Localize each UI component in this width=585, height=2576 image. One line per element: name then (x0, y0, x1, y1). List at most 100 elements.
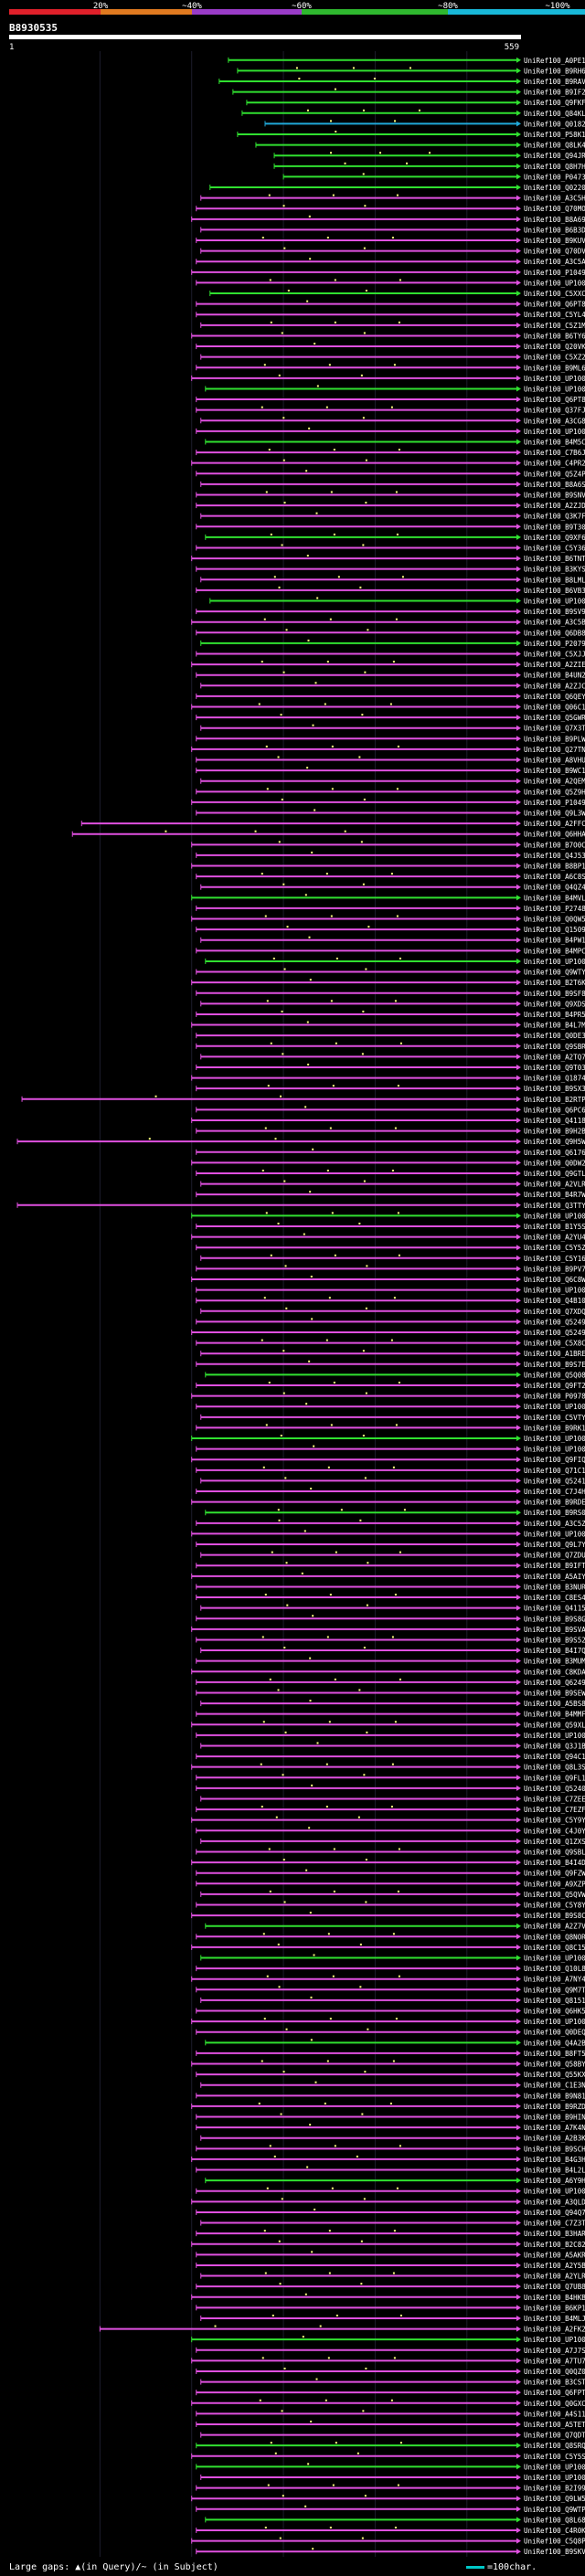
hit-label[interactable]: UniRef100_Q59XL0 (524, 1721, 585, 1729)
hit-label[interactable]: UniRef100_B4PR58 (524, 1011, 585, 1019)
hit-label[interactable]: UniRef100_UP1000 (524, 2018, 585, 2026)
hit-label[interactable]: UniRef100_B8BP19 (524, 863, 585, 871)
hit-label[interactable]: UniRef100_Q0DW2 (524, 1159, 585, 1167)
hit-label[interactable]: UniRef100_Q02206 (524, 184, 585, 192)
hit-label[interactable]: UniRef100_UP1000 (524, 597, 585, 605)
hit-label[interactable]: UniRef100_A2ZIE5 (524, 661, 585, 669)
hit-label[interactable]: UniRef100_Q41187 (524, 1117, 585, 1125)
hit-label[interactable]: UniRef100_A7J7S0 (524, 2347, 585, 2355)
hit-label[interactable]: UniRef100_B7O0C3 (524, 841, 585, 849)
hit-label[interactable]: UniRef100_Q52403 (524, 1785, 585, 1793)
hit-label[interactable]: UniRef100_C5Y161 (524, 1255, 585, 1263)
hit-label[interactable]: UniRef100_C7B6J9 (524, 449, 585, 457)
hit-label[interactable]: UniRef100_Q18740 (524, 1075, 585, 1083)
hit-label[interactable]: UniRef100_Q9FL12 (524, 1774, 585, 1782)
hit-label[interactable]: UniRef100_Q58BYL (524, 2061, 585, 2069)
hit-label[interactable]: UniRef100_A7NY49 (524, 1976, 585, 1984)
hit-label[interactable]: UniRef100_Q4A2B5 (524, 2039, 585, 2047)
hit-label[interactable]: UniRef100_UP1000 (524, 1435, 585, 1443)
hit-label[interactable]: UniRef100_A3CG83 (524, 417, 585, 425)
hit-label[interactable]: UniRef100_Q6HK59 (524, 2008, 585, 2016)
hit-label[interactable]: UniRef100_Q0QZ04 (524, 2368, 585, 2376)
hit-label[interactable]: UniRef100_Q7QDT5 (524, 2432, 585, 2440)
hit-label[interactable]: UniRef100_C7J4H7 (524, 1488, 585, 1496)
hit-label[interactable]: UniRef100_B4MLJ9 (524, 2315, 585, 2323)
hit-label[interactable]: UniRef100_B9IFT3 (524, 1562, 585, 1570)
hit-label[interactable]: UniRef100_B9S7E6 (524, 1361, 585, 1369)
hit-label[interactable]: UniRef100_A2ZJC9 (524, 682, 585, 690)
hit-label[interactable]: UniRef100_Q9WTP3 (524, 2506, 585, 2514)
hit-label[interactable]: UniRef100_B9S8C2 (524, 1912, 585, 1920)
hit-label[interactable]: UniRef100_B4G3H6 (524, 2156, 585, 2164)
hit-label[interactable]: UniRef100_Q6PC6 (524, 1106, 585, 1114)
hit-label[interactable]: UniRef100_B9SX32 (524, 1085, 585, 1093)
hit-label[interactable]: UniRef100_A0PE18 (524, 57, 585, 65)
hit-label[interactable]: UniRef100_Q8L3S9 (524, 1764, 585, 1772)
hit-label[interactable]: UniRef100_Q0GXC5 (524, 2400, 585, 2408)
hit-label[interactable]: UniRef100_Q9FKF5 (524, 99, 585, 107)
hit-label[interactable]: UniRef100_Q70DV2 (524, 248, 585, 256)
hit-label[interactable]: UniRef100_A2YU42 (524, 1234, 585, 1242)
hit-label[interactable]: UniRef100_C1E3N4 (524, 2082, 585, 2090)
hit-label[interactable]: UniRef100_Q27TN2 (524, 746, 585, 754)
hit-label[interactable]: UniRef100_Q20VK3 (524, 343, 585, 351)
hit-label[interactable]: UniRef100_Q6QEY1 (524, 693, 585, 701)
hit-label[interactable]: UniRef100_Q81519 (524, 1997, 585, 2005)
hit-label[interactable]: UniRef100_C5XJJ4 (524, 650, 585, 658)
hit-label[interactable]: UniRef100_UP1000 (524, 1403, 585, 1411)
hit-label[interactable]: UniRef100_Q6C8W0 (524, 1276, 585, 1284)
hit-label[interactable]: UniRef100_Q5QVW5 (524, 1891, 585, 1899)
hit-label[interactable]: UniRef100_Q7X3T7 (524, 725, 585, 733)
hit-label[interactable]: UniRef100_Q52412 (524, 1477, 585, 1485)
hit-label[interactable]: UniRef100_Q9L3W2 (524, 810, 585, 818)
hit-label[interactable]: UniRef100_A9XZP2 (524, 1880, 585, 1888)
hit-label[interactable]: UniRef100_Q52496 (524, 1329, 585, 1337)
hit-label[interactable]: UniRef100_Q10L8 (524, 1965, 585, 1973)
hit-label[interactable]: UniRef100_UP1000 (524, 385, 585, 393)
hit-label[interactable]: UniRef100_C8ES43 (524, 1594, 585, 1602)
hit-label[interactable]: UniRef100_A4S111 (524, 2410, 585, 2418)
hit-label[interactable]: UniRef100_B8A6S2 (524, 481, 585, 489)
hit-label[interactable]: UniRef100_Q9FIQ2 (524, 1456, 585, 1464)
hit-label[interactable]: UniRef100_B6TNT3 (524, 555, 585, 563)
hit-label[interactable]: UniRef100_Q7XDQ2 (524, 1308, 585, 1316)
hit-label[interactable]: UniRef100_B3CST3 (524, 2379, 585, 2387)
hit-label[interactable]: UniRef100_Q9XDS1 (524, 1000, 585, 1008)
hit-label[interactable]: UniRef100_Q70MO5 (524, 205, 585, 213)
hit-label[interactable]: UniRef100_A3C5A6 (524, 258, 585, 266)
hit-label[interactable]: UniRef100_C5Q8P0 (524, 2538, 585, 2546)
hit-label[interactable]: UniRef100_Q52498 (524, 1318, 585, 1326)
hit-label[interactable]: UniRef100_C7Z3T9 (524, 2220, 585, 2228)
hit-label[interactable]: UniRef100_Q5Q080 (524, 1371, 585, 1379)
hit-label[interactable]: UniRef100_A5TET0 (524, 2421, 585, 2429)
hit-label[interactable]: UniRef100_UP1000 (524, 375, 585, 383)
hit-label[interactable]: UniRef100_Q8H7H5 (524, 163, 585, 171)
hit-label[interactable]: UniRef100_B9SF80 (524, 990, 585, 998)
hit-label[interactable]: UniRef100_A2Y5B9 (524, 2262, 585, 2270)
hit-label[interactable]: UniRef100_B9SV98 (524, 608, 585, 616)
hit-label[interactable]: UniRef100_Q9T036 (524, 1064, 585, 1072)
hit-label[interactable]: UniRef100_Q9SBR5 (524, 1043, 585, 1051)
hit-label[interactable]: UniRef100_Q0DEQ9 (524, 2029, 585, 2037)
hit-label[interactable]: UniRef100_P04731 (524, 173, 585, 181)
hit-label[interactable]: UniRef100_B9KUV0 (524, 237, 585, 245)
hit-label[interactable]: UniRef100_B4I4D3 (524, 1859, 585, 1867)
hit-label[interactable]: UniRef100_A6C8S7 (524, 873, 585, 881)
hit-label[interactable]: UniRef100_B4HKB1 (524, 2294, 585, 2302)
hit-label[interactable]: UniRef100_Q41154 (524, 1605, 585, 1613)
hit-label[interactable]: UniRef100_Q06C19 (524, 704, 585, 712)
hit-label[interactable]: UniRef100_Q0DE30 (524, 1032, 585, 1040)
hit-label[interactable]: UniRef100_Q37FJ5 (524, 407, 585, 415)
hit-label[interactable]: UniRef100_Q71C1B (524, 1467, 585, 1475)
hit-label[interactable]: UniRef100_Q9L7Y8 (524, 1541, 585, 1549)
hit-label[interactable]: UniRef100_Q62495 (524, 1679, 585, 1687)
hit-label[interactable]: UniRef100_B9S8G0 (524, 1615, 585, 1623)
hit-label[interactable]: UniRef100_B4L7M4 (524, 1022, 585, 1030)
hit-label[interactable]: UniRef100_B9RZD9 (524, 2103, 585, 2111)
hit-label[interactable]: UniRef100_A5BS85 (524, 1700, 585, 1708)
hit-label[interactable]: UniRef100_B3KYS2 (524, 566, 585, 574)
hit-label[interactable]: UniRef100_Q94C18 (524, 1753, 585, 1761)
hit-label[interactable]: UniRef100_UP1000 (524, 1530, 585, 1538)
hit-label[interactable]: UniRef100_B4R7W2 (524, 1191, 585, 1199)
hit-label[interactable]: UniRef100_Q8LK45 (524, 142, 585, 150)
